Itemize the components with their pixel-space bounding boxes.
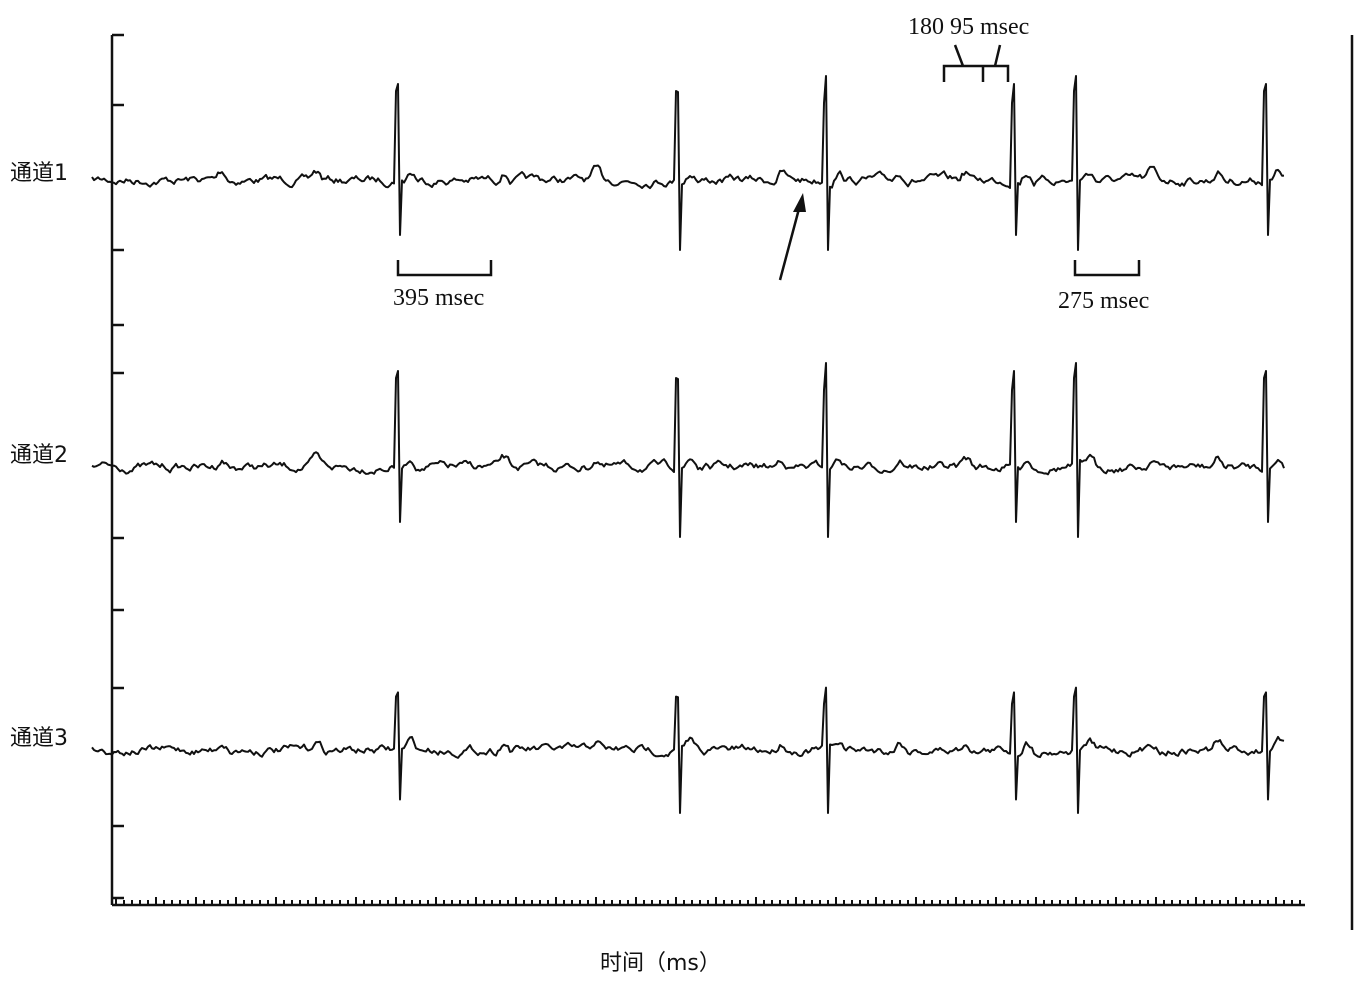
bracket <box>942 44 1010 82</box>
trace <box>91 75 1285 251</box>
arrow <box>778 204 802 281</box>
channel-label: 通道3 <box>10 726 68 751</box>
bracket <box>1073 260 1141 277</box>
annotation: 275 msec <box>1058 288 1149 314</box>
annotation: 395 msec <box>393 285 484 311</box>
bracket <box>396 260 493 277</box>
trace <box>91 362 1285 538</box>
channel-label: 通道1 <box>10 161 68 186</box>
annotation: 180 95 msec <box>908 14 1029 40</box>
x-axis-label: 时间（ms） <box>600 951 721 976</box>
trace <box>91 686 1285 814</box>
traces <box>91 75 1285 814</box>
axis-ticks <box>112 33 1301 905</box>
arrow-head <box>793 193 806 212</box>
channel-label: 通道2 <box>10 443 68 468</box>
